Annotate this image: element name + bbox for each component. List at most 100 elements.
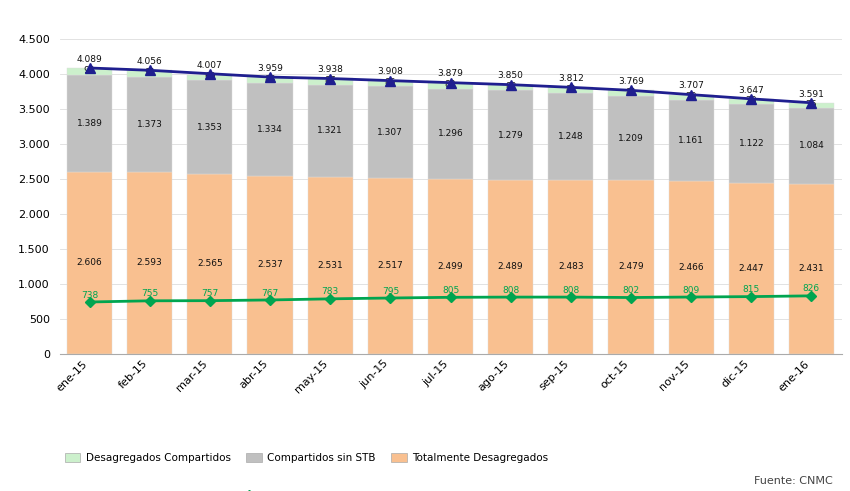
Bar xyxy=(67,75,112,171)
Text: 805: 805 xyxy=(442,286,459,295)
Text: 3.647: 3.647 xyxy=(739,85,764,95)
Bar xyxy=(368,81,413,86)
Text: 2.483: 2.483 xyxy=(558,262,584,272)
Text: 808: 808 xyxy=(502,286,519,295)
Text: 83: 83 xyxy=(445,81,456,89)
Text: 2.537: 2.537 xyxy=(258,260,283,270)
Text: 802: 802 xyxy=(622,286,639,295)
Text: 1.334: 1.334 xyxy=(258,125,283,134)
Bar xyxy=(728,99,774,104)
Text: 2.531: 2.531 xyxy=(317,261,343,270)
Bar xyxy=(669,181,714,354)
Text: 2.517: 2.517 xyxy=(377,261,403,270)
Text: 91: 91 xyxy=(144,68,156,77)
Text: 1.353: 1.353 xyxy=(197,123,223,132)
Text: 1.122: 1.122 xyxy=(739,139,764,148)
Text: 87: 87 xyxy=(325,76,336,85)
Text: 82: 82 xyxy=(505,82,516,91)
Text: 81: 81 xyxy=(626,88,637,97)
Text: 3.812: 3.812 xyxy=(558,74,584,83)
Text: 1.307: 1.307 xyxy=(377,128,403,136)
Text: 2.489: 2.489 xyxy=(498,262,524,271)
Bar xyxy=(728,183,774,354)
Text: 808: 808 xyxy=(562,286,580,295)
Text: 2.431: 2.431 xyxy=(799,264,824,273)
Bar xyxy=(609,180,654,354)
Bar xyxy=(368,178,413,354)
Text: 3.959: 3.959 xyxy=(257,64,283,73)
Text: 815: 815 xyxy=(743,285,760,294)
Bar xyxy=(428,179,473,354)
Bar xyxy=(128,70,173,77)
Text: 69: 69 xyxy=(204,72,216,82)
Bar xyxy=(308,79,353,84)
Text: 1.209: 1.209 xyxy=(618,134,643,143)
Bar xyxy=(789,108,834,184)
Text: 2.565: 2.565 xyxy=(197,259,223,269)
Bar xyxy=(308,84,353,177)
Text: 1.373: 1.373 xyxy=(137,120,162,129)
Bar xyxy=(548,180,593,354)
Bar xyxy=(428,82,473,88)
Bar xyxy=(609,90,654,96)
Bar xyxy=(128,77,173,172)
Text: 4.089: 4.089 xyxy=(76,55,103,64)
Bar xyxy=(67,68,112,75)
Text: 767: 767 xyxy=(262,289,279,298)
Bar xyxy=(728,104,774,183)
Text: 2.606: 2.606 xyxy=(76,258,103,267)
Text: 93: 93 xyxy=(84,66,95,75)
Text: 3.908: 3.908 xyxy=(377,67,403,77)
Text: 809: 809 xyxy=(683,286,700,295)
Text: 757: 757 xyxy=(201,289,218,298)
Text: 85: 85 xyxy=(384,79,396,87)
Bar xyxy=(669,100,714,181)
Text: 79: 79 xyxy=(685,92,697,101)
Text: 1.248: 1.248 xyxy=(558,132,584,141)
Text: 738: 738 xyxy=(81,291,99,300)
Bar xyxy=(128,172,173,354)
Text: 1.321: 1.321 xyxy=(317,126,343,135)
Text: 755: 755 xyxy=(141,289,158,299)
Text: 3.591: 3.591 xyxy=(798,89,824,99)
Text: 783: 783 xyxy=(321,287,339,297)
Text: 2.593: 2.593 xyxy=(137,258,162,268)
Text: 78: 78 xyxy=(745,96,757,106)
Text: 81: 81 xyxy=(565,85,576,94)
Bar xyxy=(368,86,413,178)
Bar xyxy=(308,177,353,354)
Bar xyxy=(247,176,292,354)
Text: 3.879: 3.879 xyxy=(438,69,463,79)
Bar xyxy=(548,87,593,93)
Text: 88: 88 xyxy=(264,75,275,84)
Text: Fuente: CNMC: Fuente: CNMC xyxy=(754,476,833,486)
Text: 3.769: 3.769 xyxy=(618,77,644,86)
Text: 2.479: 2.479 xyxy=(618,263,643,272)
Text: 4.007: 4.007 xyxy=(197,60,223,70)
Text: 3.707: 3.707 xyxy=(678,82,704,90)
Bar xyxy=(67,171,112,354)
Bar xyxy=(428,88,473,179)
Text: 76: 76 xyxy=(806,100,817,109)
Text: 3.938: 3.938 xyxy=(317,65,343,74)
Text: 1.389: 1.389 xyxy=(76,118,103,128)
Text: 826: 826 xyxy=(803,284,820,294)
Bar xyxy=(488,180,533,354)
Text: 1.084: 1.084 xyxy=(798,141,824,150)
Bar xyxy=(789,184,834,354)
Text: 2.447: 2.447 xyxy=(739,264,764,273)
Bar xyxy=(488,84,533,90)
Bar xyxy=(247,83,292,176)
Bar xyxy=(247,77,292,83)
Text: 3.850: 3.850 xyxy=(498,72,524,81)
Text: 2.466: 2.466 xyxy=(678,263,704,272)
Bar xyxy=(488,90,533,180)
Text: 795: 795 xyxy=(382,287,399,296)
Text: 1.296: 1.296 xyxy=(438,129,463,138)
Bar xyxy=(187,80,232,174)
Bar xyxy=(609,96,654,180)
Bar xyxy=(187,75,232,80)
Text: 1.279: 1.279 xyxy=(498,131,524,139)
Bar xyxy=(789,103,834,108)
Text: 4.056: 4.056 xyxy=(137,57,162,66)
